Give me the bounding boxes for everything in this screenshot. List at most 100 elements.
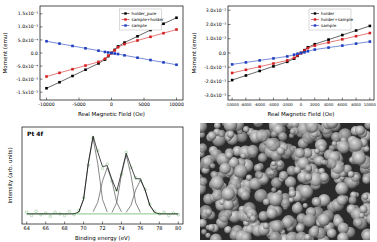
x-tick-label: 5000 [138, 102, 150, 107]
sem-grain [364, 146, 370, 152]
data-point [162, 32, 165, 35]
sem-grain [303, 203, 308, 208]
data-point [313, 48, 316, 51]
sem-grain [359, 205, 367, 213]
sem-grain [205, 233, 210, 238]
legend-label: holder_pure [132, 11, 157, 16]
legend-swatch [122, 13, 130, 14]
series-line [27, 136, 179, 214]
data-point [341, 34, 344, 37]
y-tick-label: -1.0x10⁻³ [16, 77, 38, 82]
sem-grain [222, 187, 236, 201]
sem-grain [240, 191, 250, 201]
sem-grain [359, 213, 365, 219]
data-point [117, 46, 120, 49]
sem-grain [214, 123, 221, 129]
sem-grain [312, 197, 322, 207]
sem-grain [319, 173, 328, 182]
x-tick [287, 98, 288, 101]
sem-grain [306, 123, 319, 133]
data-point [163, 211, 166, 214]
x-tick-label: 76 [137, 225, 143, 231]
data-point [97, 49, 100, 52]
x-tick [301, 98, 302, 101]
sem-grain [208, 224, 215, 231]
data-point [272, 65, 275, 68]
x-tick [232, 98, 233, 101]
sem-grain [263, 198, 270, 205]
legend-marker [314, 24, 316, 26]
sem-grain [269, 193, 283, 207]
data-point [162, 22, 165, 25]
sem-grain [271, 187, 276, 192]
data-point [258, 65, 261, 68]
data-point [107, 54, 110, 57]
sem-grain [210, 234, 222, 240]
data-point [272, 57, 275, 60]
data-point [355, 29, 358, 32]
data-point [293, 53, 296, 56]
sem-grain [355, 125, 365, 135]
data-point [123, 43, 126, 46]
data-point [272, 62, 275, 65]
sem-grain [223, 200, 234, 211]
x-tick-label: -10000 [225, 102, 239, 107]
data-point [175, 16, 178, 19]
sem-grain [254, 164, 262, 172]
x-tick-label: 68 [61, 225, 67, 231]
sem-grain [291, 127, 300, 136]
x-tick-label: 0 [110, 102, 113, 107]
y-tick-label: 0.0 [31, 51, 38, 56]
data-point [136, 56, 139, 59]
sem-grain [271, 131, 277, 137]
data-point [71, 68, 74, 71]
sem-grain [250, 215, 256, 221]
data-point [68, 210, 71, 213]
data-point [175, 28, 178, 31]
sem-grain [256, 129, 269, 142]
data-point [30, 214, 33, 217]
data-point [296, 52, 299, 55]
x-tick-label: 72 [99, 225, 105, 231]
data-point [245, 61, 248, 64]
x-tick [144, 98, 145, 101]
sem-grain [208, 131, 217, 140]
x-tick [176, 98, 177, 101]
x-axis-title: Real Magnetic Field (Oe) [268, 111, 335, 118]
data-point [25, 211, 28, 214]
chart-title: Pt 4f [27, 130, 44, 137]
legend-label: sample [132, 23, 148, 28]
data-point [369, 25, 372, 28]
y-tick [40, 53, 43, 54]
y-tick-label: -2.0x10⁻³ [204, 79, 226, 84]
plot-frame [40, 6, 183, 100]
data-point [231, 79, 234, 82]
chart: -10000-50000500010000-1.5x10⁻³-1.0x10⁻³-… [2, 6, 184, 118]
x-tick [83, 222, 84, 225]
x-tick [79, 98, 80, 101]
data-point [84, 47, 87, 50]
data-point [231, 63, 234, 66]
x-tick-label: 10000 [364, 102, 377, 107]
y-tick [40, 13, 43, 14]
y-tick [40, 66, 43, 67]
x-tick [245, 98, 246, 101]
sem-grain [254, 123, 260, 125]
y-tick-label: 0.0 [219, 51, 226, 56]
data-point [113, 49, 116, 52]
x-tick [178, 222, 179, 225]
x-tick [26, 222, 27, 225]
series-line [232, 42, 370, 65]
sem-grain [322, 160, 328, 166]
legend-marker [314, 18, 316, 20]
sem-grain [200, 123, 207, 133]
x-tick-label: -6000 [254, 102, 266, 107]
sem-grain [255, 171, 263, 179]
data-point [97, 61, 100, 64]
x-tick [102, 222, 103, 225]
y-tick [228, 67, 231, 68]
sem-grain [212, 190, 223, 201]
x-tick-label: 74 [118, 225, 124, 231]
sem-grain [218, 210, 230, 222]
data-point [162, 61, 165, 64]
